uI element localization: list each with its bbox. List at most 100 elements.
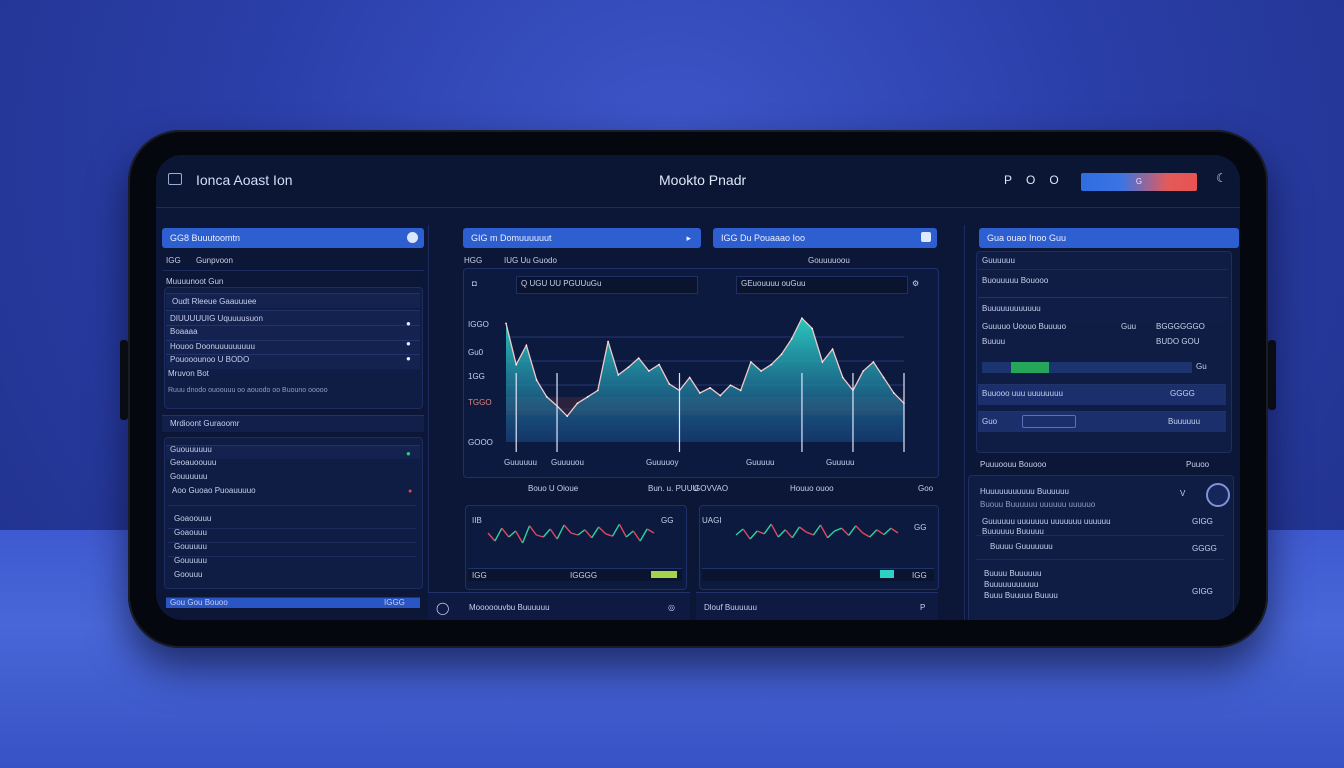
mini-line-chart bbox=[735, 523, 899, 540]
right-item: Buuuuuu Buuuuu bbox=[982, 527, 1044, 536]
divider bbox=[976, 559, 1224, 560]
record-icon[interactable]: O bbox=[1026, 173, 1036, 187]
pin-icon[interactable]: P bbox=[1004, 173, 1013, 187]
progress-fill bbox=[1011, 362, 1049, 373]
left-section-2: Mrdioont Guraoomr bbox=[170, 419, 240, 428]
section-header[interactable] bbox=[162, 415, 424, 432]
profile-avatar[interactable] bbox=[1206, 483, 1230, 507]
left-panel-title: GG8 Buuutoomtn bbox=[170, 233, 241, 243]
divider bbox=[978, 269, 1228, 270]
data-point bbox=[739, 389, 742, 392]
left-note: Ruuu dnodo ouoouuu oo aouodo oo Buouno o… bbox=[168, 387, 328, 394]
status-dot-icon: ● bbox=[406, 319, 411, 328]
list-item: Houoo Doonuuuuuuuuu bbox=[170, 342, 255, 351]
data-point bbox=[607, 340, 609, 343]
right-row[interactable] bbox=[978, 384, 1226, 405]
list-row[interactable] bbox=[166, 310, 420, 325]
column-divider bbox=[428, 225, 429, 620]
list-row[interactable] bbox=[166, 325, 420, 340]
list-row[interactable] bbox=[166, 293, 420, 308]
tab-overview-label: GIG m Domuuuuuut bbox=[471, 233, 552, 243]
series-segment bbox=[756, 530, 765, 535]
series-segment bbox=[625, 530, 634, 538]
bottom-bar[interactable] bbox=[166, 597, 420, 608]
list-row[interactable] bbox=[166, 354, 420, 369]
tab-overview[interactable]: GIG m Domuuuuuut ▸ bbox=[463, 228, 701, 248]
mini-footer-label: IGG bbox=[912, 571, 927, 580]
chart-tab[interactable] bbox=[516, 276, 698, 294]
data-point bbox=[535, 379, 538, 381]
right-item: Buuuu Guuuuuuu bbox=[990, 542, 1053, 551]
tab-detail[interactable]: IGG Du Pouaaao Ioo bbox=[713, 228, 937, 248]
status-dot-icon: ● bbox=[408, 488, 413, 495]
data-point bbox=[841, 376, 844, 379]
page-title: Mookto Pnadr bbox=[659, 172, 747, 188]
volume-button bbox=[120, 340, 128, 420]
series-segment bbox=[556, 524, 565, 540]
mini-footer-label: IGGGG bbox=[570, 571, 598, 580]
top-icons: P O O bbox=[1004, 173, 1059, 187]
bottom-strip-icon[interactable]: P bbox=[920, 603, 926, 612]
series-segment bbox=[777, 529, 786, 538]
app-title: Ionca Aoast Ion bbox=[196, 172, 293, 188]
list-item: Oudt Rleeue Gaauuuee bbox=[172, 297, 257, 306]
inline-input[interactable] bbox=[1022, 415, 1076, 428]
divider bbox=[168, 542, 416, 543]
action-button[interactable]: G bbox=[1081, 173, 1197, 191]
series-segment bbox=[542, 528, 551, 538]
divider bbox=[168, 528, 416, 529]
data-point bbox=[586, 396, 589, 398]
chart-tab-label: GEuouuuu ouGuu bbox=[741, 279, 806, 288]
right-row[interactable] bbox=[978, 411, 1226, 432]
list-item: Goaoouuu bbox=[174, 514, 212, 523]
chart-settings-icon[interactable]: ⚙ bbox=[912, 279, 920, 288]
list-item: Pouooounoo U BODO bbox=[170, 355, 250, 364]
bottom-strip-label: Dlouf Buuuuuu bbox=[704, 603, 757, 612]
right-row-label: Buuooo uuu uuuuuuuu bbox=[982, 389, 1063, 398]
series-segment bbox=[577, 529, 586, 536]
chart-caption: Bun. u. PUUU bbox=[648, 484, 699, 493]
settings-icon[interactable]: O bbox=[1049, 173, 1059, 187]
tab-detail-label: IGG Du Pouaaao Ioo bbox=[721, 233, 806, 243]
card-tick-icon[interactable]: V bbox=[1180, 489, 1186, 498]
center-sub-label: HGG bbox=[464, 256, 483, 265]
list-row[interactable] bbox=[166, 340, 420, 355]
right-panel-header[interactable]: Gua ouao Inoo Guu bbox=[979, 228, 1239, 248]
record-icon[interactable]: ◯ bbox=[436, 601, 450, 615]
right-line: Guuuuo Uoouo Buuuuo bbox=[982, 322, 1067, 331]
column-divider bbox=[964, 225, 965, 620]
right-section-label: Puuuoouu Bouooo bbox=[980, 460, 1047, 469]
series-segment bbox=[806, 531, 814, 536]
data-point bbox=[525, 344, 528, 347]
series-segment bbox=[812, 524, 822, 536]
bottom-strip-icon[interactable]: ◎ bbox=[668, 603, 675, 612]
chart-caption: GOVVAO bbox=[694, 484, 729, 493]
bottom-strip[interactable] bbox=[696, 592, 938, 620]
series-segment bbox=[549, 528, 558, 540]
left-panel-header[interactable]: GG8 Buuutoomtn bbox=[162, 228, 424, 248]
list-item: Aoo Guoao Puoauuuuo bbox=[172, 486, 256, 495]
status-dot-icon: ● bbox=[406, 449, 411, 458]
mini-indicator bbox=[651, 571, 677, 578]
right-line: BGGGGGGO bbox=[1156, 322, 1205, 331]
data-point bbox=[688, 376, 691, 379]
chart-menu-icon[interactable]: ◘ bbox=[472, 279, 477, 288]
data-point bbox=[627, 366, 630, 368]
series-segment bbox=[639, 528, 648, 542]
series-segment bbox=[763, 523, 772, 535]
left-panel-toggle-icon[interactable] bbox=[407, 232, 418, 243]
series-segment bbox=[584, 529, 593, 539]
data-point bbox=[668, 383, 671, 385]
moon-icon[interactable]: ☾ bbox=[1216, 171, 1227, 185]
series-segment bbox=[521, 525, 531, 544]
bottom-strip[interactable] bbox=[428, 592, 690, 620]
list-row[interactable] bbox=[166, 445, 420, 459]
series-line bbox=[505, 317, 905, 418]
chart-tab-label: Q UGU UU PGUUuGu bbox=[521, 279, 602, 288]
chart-tab[interactable] bbox=[736, 276, 908, 294]
data-point bbox=[780, 353, 783, 356]
data-point bbox=[750, 361, 752, 363]
list-item: Boaaaa bbox=[170, 327, 198, 336]
series-segment bbox=[536, 534, 544, 538]
right-line: BUDO GOU bbox=[1156, 337, 1200, 346]
